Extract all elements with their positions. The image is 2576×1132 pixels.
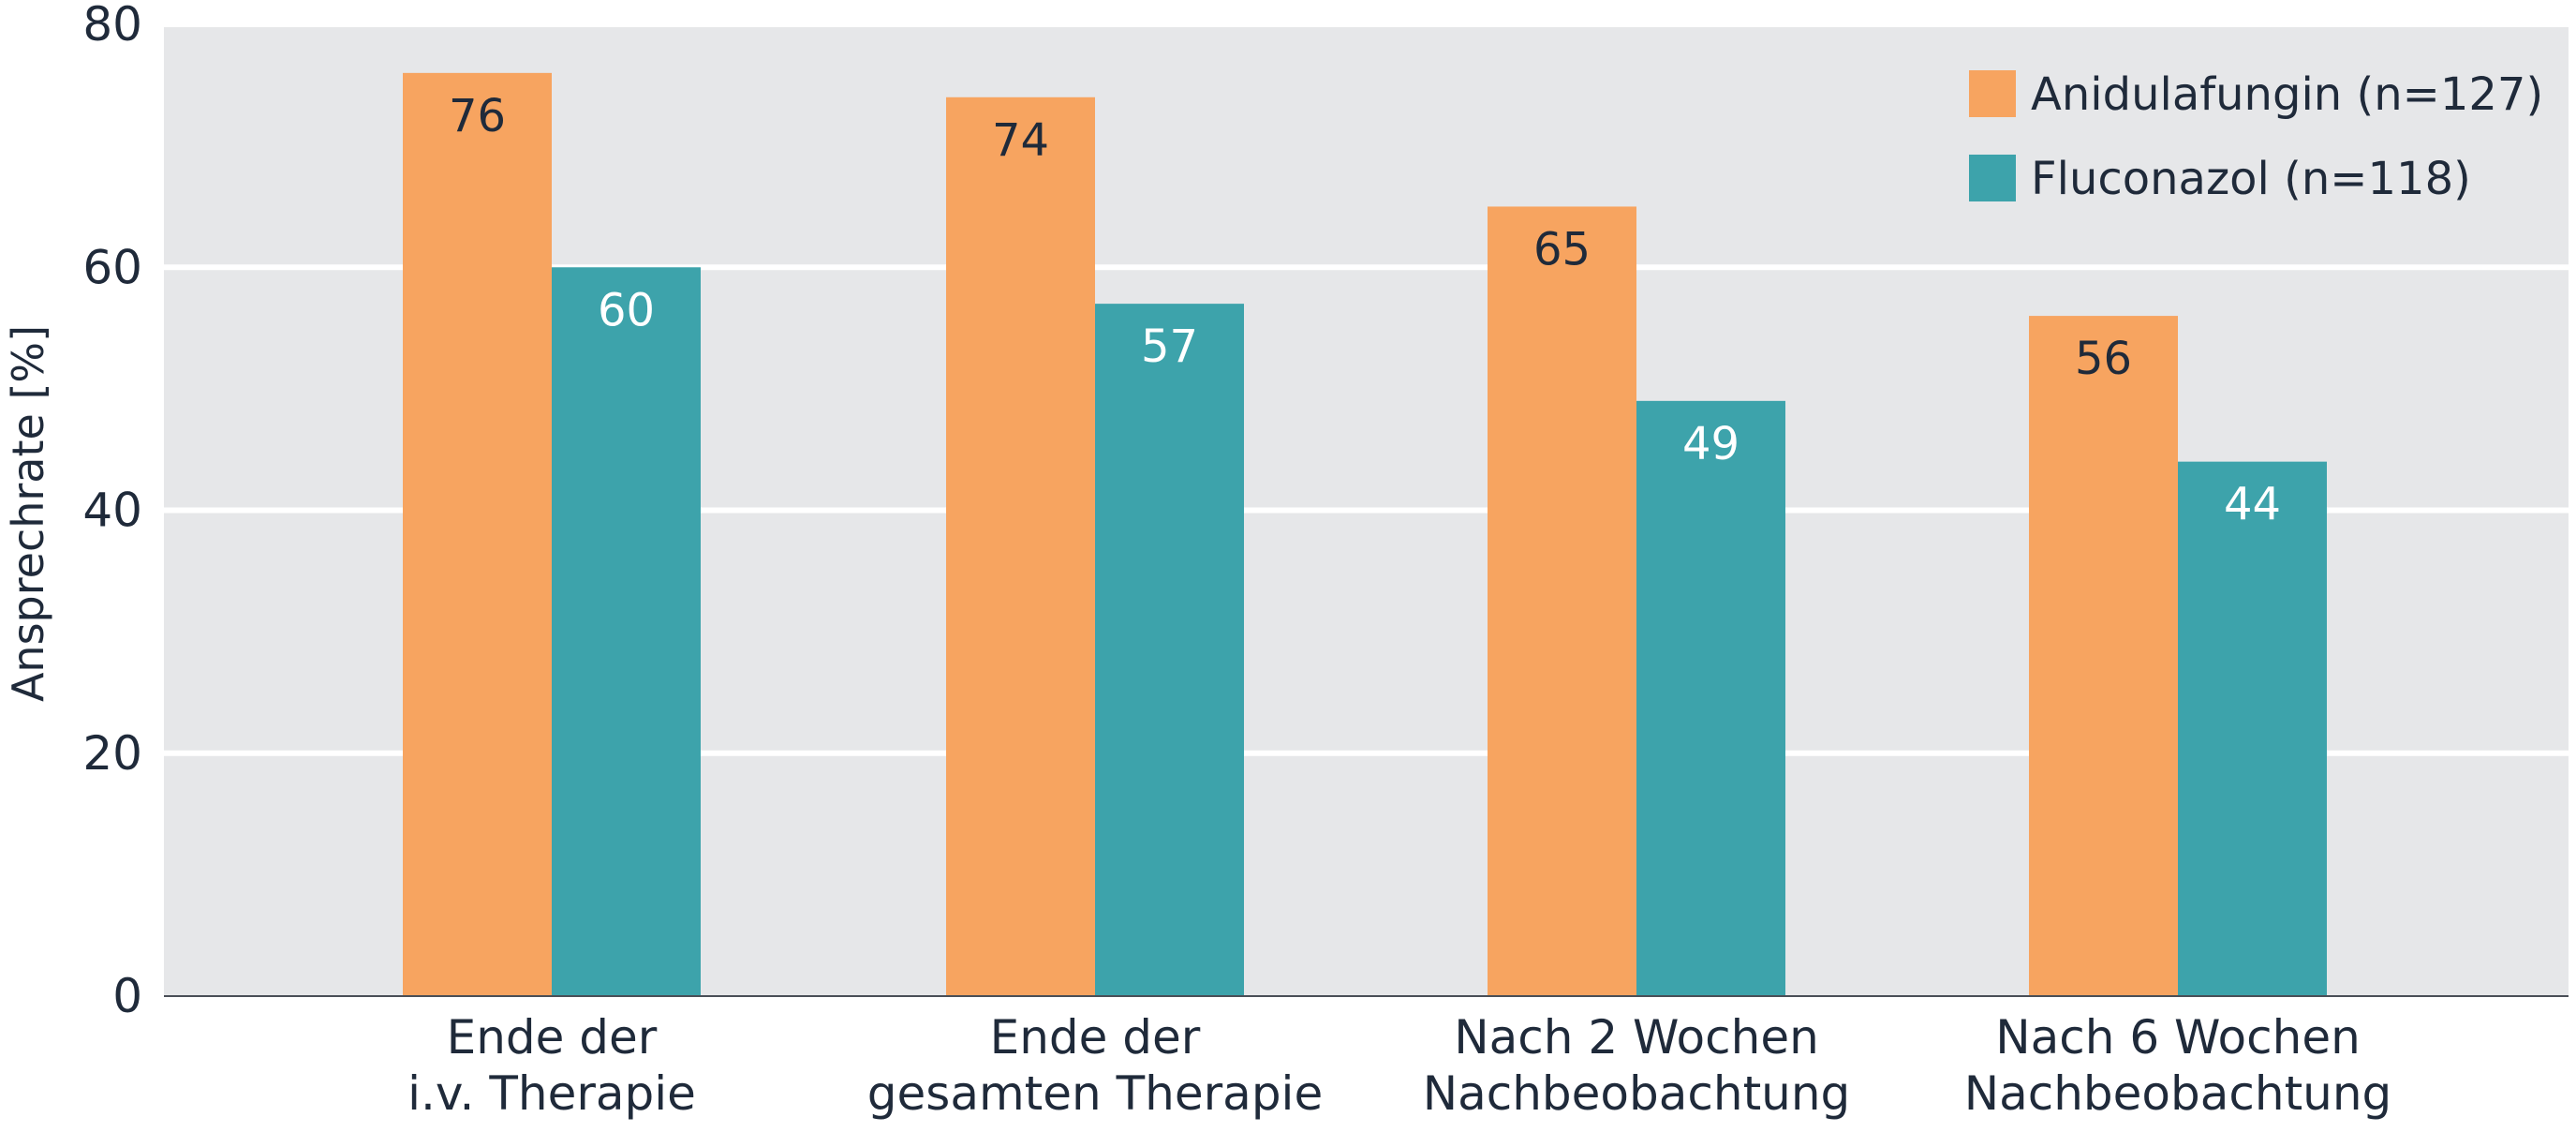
bars — [403, 72, 2327, 997]
x-category-label: Nachbeobachtung — [1423, 1066, 1851, 1121]
bar-value-label: 74 — [992, 114, 1049, 167]
bar-anidulafungin — [2029, 316, 2178, 997]
bar-fluconazol — [2178, 461, 2327, 996]
bar-anidulafungin — [946, 97, 1095, 996]
bar-fluconazol — [1636, 400, 1785, 996]
value-labels: 76 74 65 56 60 57 49 44 — [449, 90, 2281, 531]
y-tick-label: 20 — [82, 726, 142, 781]
x-category-label: Ende der — [990, 1010, 1201, 1065]
bar-anidulafungin — [1488, 206, 1636, 996]
legend: Anidulafungin (n=127) Fluconazol (n=118) — [1969, 68, 2543, 205]
x-category-label: Ende der — [447, 1010, 658, 1065]
legend-swatch — [1969, 155, 2016, 201]
legend-label: Anidulafungin (n=127) — [2031, 68, 2543, 121]
x-category-label: gesamten Therapie — [867, 1066, 1323, 1121]
bar-fluconazol — [552, 267, 701, 996]
y-tick-label: 0 — [112, 969, 142, 1023]
y-axis-ticks: 0 20 40 60 80 — [82, 0, 142, 1023]
x-category-label: Nach 2 Wochen — [1454, 1010, 1819, 1065]
x-category-label: Nachbeobachtung — [1964, 1066, 2392, 1121]
bar-anidulafungin — [403, 72, 552, 997]
legend-label: Fluconazol (n=118) — [2031, 153, 2471, 205]
bar-value-label: 60 — [598, 284, 655, 336]
y-tick-label: 40 — [82, 484, 142, 538]
bar-value-label: 49 — [1682, 418, 1740, 470]
x-category-label: i.v. Therapie — [407, 1066, 696, 1121]
bar-value-label: 65 — [1533, 223, 1591, 276]
x-category-label: Nach 6 Wochen — [1995, 1010, 2361, 1065]
bar-fluconazol — [1095, 304, 1244, 996]
bar-value-label: 76 — [449, 90, 506, 142]
legend-swatch — [1969, 70, 2016, 117]
y-axis-title: Ansprechrate [%] — [3, 325, 53, 702]
bar-value-label: 57 — [1141, 320, 1198, 373]
y-tick-label: 60 — [82, 240, 142, 294]
bar-value-label: 44 — [2224, 479, 2281, 531]
y-tick-label: 80 — [82, 0, 142, 52]
bar-value-label: 56 — [2075, 333, 2132, 385]
